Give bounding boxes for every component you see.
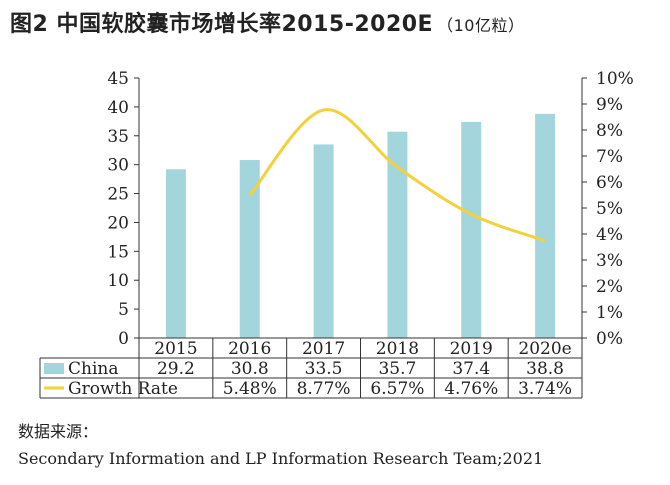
category-label: 2019 <box>450 339 493 359</box>
bar <box>387 131 408 338</box>
right-tick-label: 2% <box>596 277 623 297</box>
source-label: 数据来源： <box>18 422 99 441</box>
right-tick-label: 3% <box>596 251 623 271</box>
right-tick-label: 10% <box>596 69 634 89</box>
left-tick-label: 30 <box>107 156 129 176</box>
growth-rate-line <box>248 108 546 243</box>
bar <box>165 169 186 338</box>
legend-label-growth-rate: Growth Rate <box>68 379 178 399</box>
growth-rate-value-label: 8.77% <box>297 379 351 399</box>
growth-rate-value-label: 4.76% <box>444 379 498 399</box>
china-value-label: 38.8 <box>526 359 564 379</box>
china-value-label: 33.5 <box>305 359 343 379</box>
category-label: 2016 <box>228 339 271 359</box>
china-value-label: 37.4 <box>452 359 490 379</box>
growth-rate-value-label: 3.74% <box>518 379 572 399</box>
legend-label-china: China <box>68 359 118 379</box>
title-unit: （10亿粒） <box>437 16 525 35</box>
growth-rate-value-label: 6.57% <box>370 379 424 399</box>
china-value-label: 29.2 <box>157 359 195 379</box>
legend-key-china <box>44 363 64 374</box>
category-label: 2020e <box>518 339 571 359</box>
china-value-label: 35.7 <box>378 359 416 379</box>
left-tick-label: 25 <box>107 185 129 205</box>
bar <box>313 144 334 338</box>
category-label: 2015 <box>154 339 197 359</box>
right-tick-label: 5% <box>596 199 623 219</box>
right-tick-label: 6% <box>596 173 623 193</box>
category-label: 2018 <box>376 339 419 359</box>
bar <box>461 121 482 339</box>
left-tick-label: 10 <box>107 271 129 291</box>
title-text: 图2 中国软胶囊市场增长率2015-2020E <box>10 12 434 37</box>
left-tick-label: 5 <box>118 300 129 320</box>
china-value-label: 30.8 <box>231 359 269 379</box>
left-tick-label: 20 <box>107 213 129 233</box>
left-tick-label: 45 <box>107 69 129 89</box>
bar <box>535 113 556 338</box>
right-tick-label: 1% <box>596 303 623 323</box>
right-tick-label: 7% <box>596 147 623 167</box>
bar <box>239 160 260 338</box>
growth-rate-value-label: 5.48% <box>223 379 277 399</box>
left-tick-label: 15 <box>107 242 129 262</box>
left-tick-label: 40 <box>107 98 129 118</box>
right-tick-label: 4% <box>596 225 623 245</box>
category-label: 2017 <box>302 339 345 359</box>
source-text: Secondary Information and LP Information… <box>18 449 544 468</box>
chart-title: 图2 中国软胶囊市场增长率2015-2020E （10亿粒） <box>10 6 524 38</box>
left-tick-label: 35 <box>107 127 129 147</box>
left-tick-label: 0 <box>118 329 129 349</box>
right-tick-label: 9% <box>596 95 623 115</box>
right-tick-label: 8% <box>596 121 623 141</box>
right-tick-label: 0% <box>596 329 623 349</box>
